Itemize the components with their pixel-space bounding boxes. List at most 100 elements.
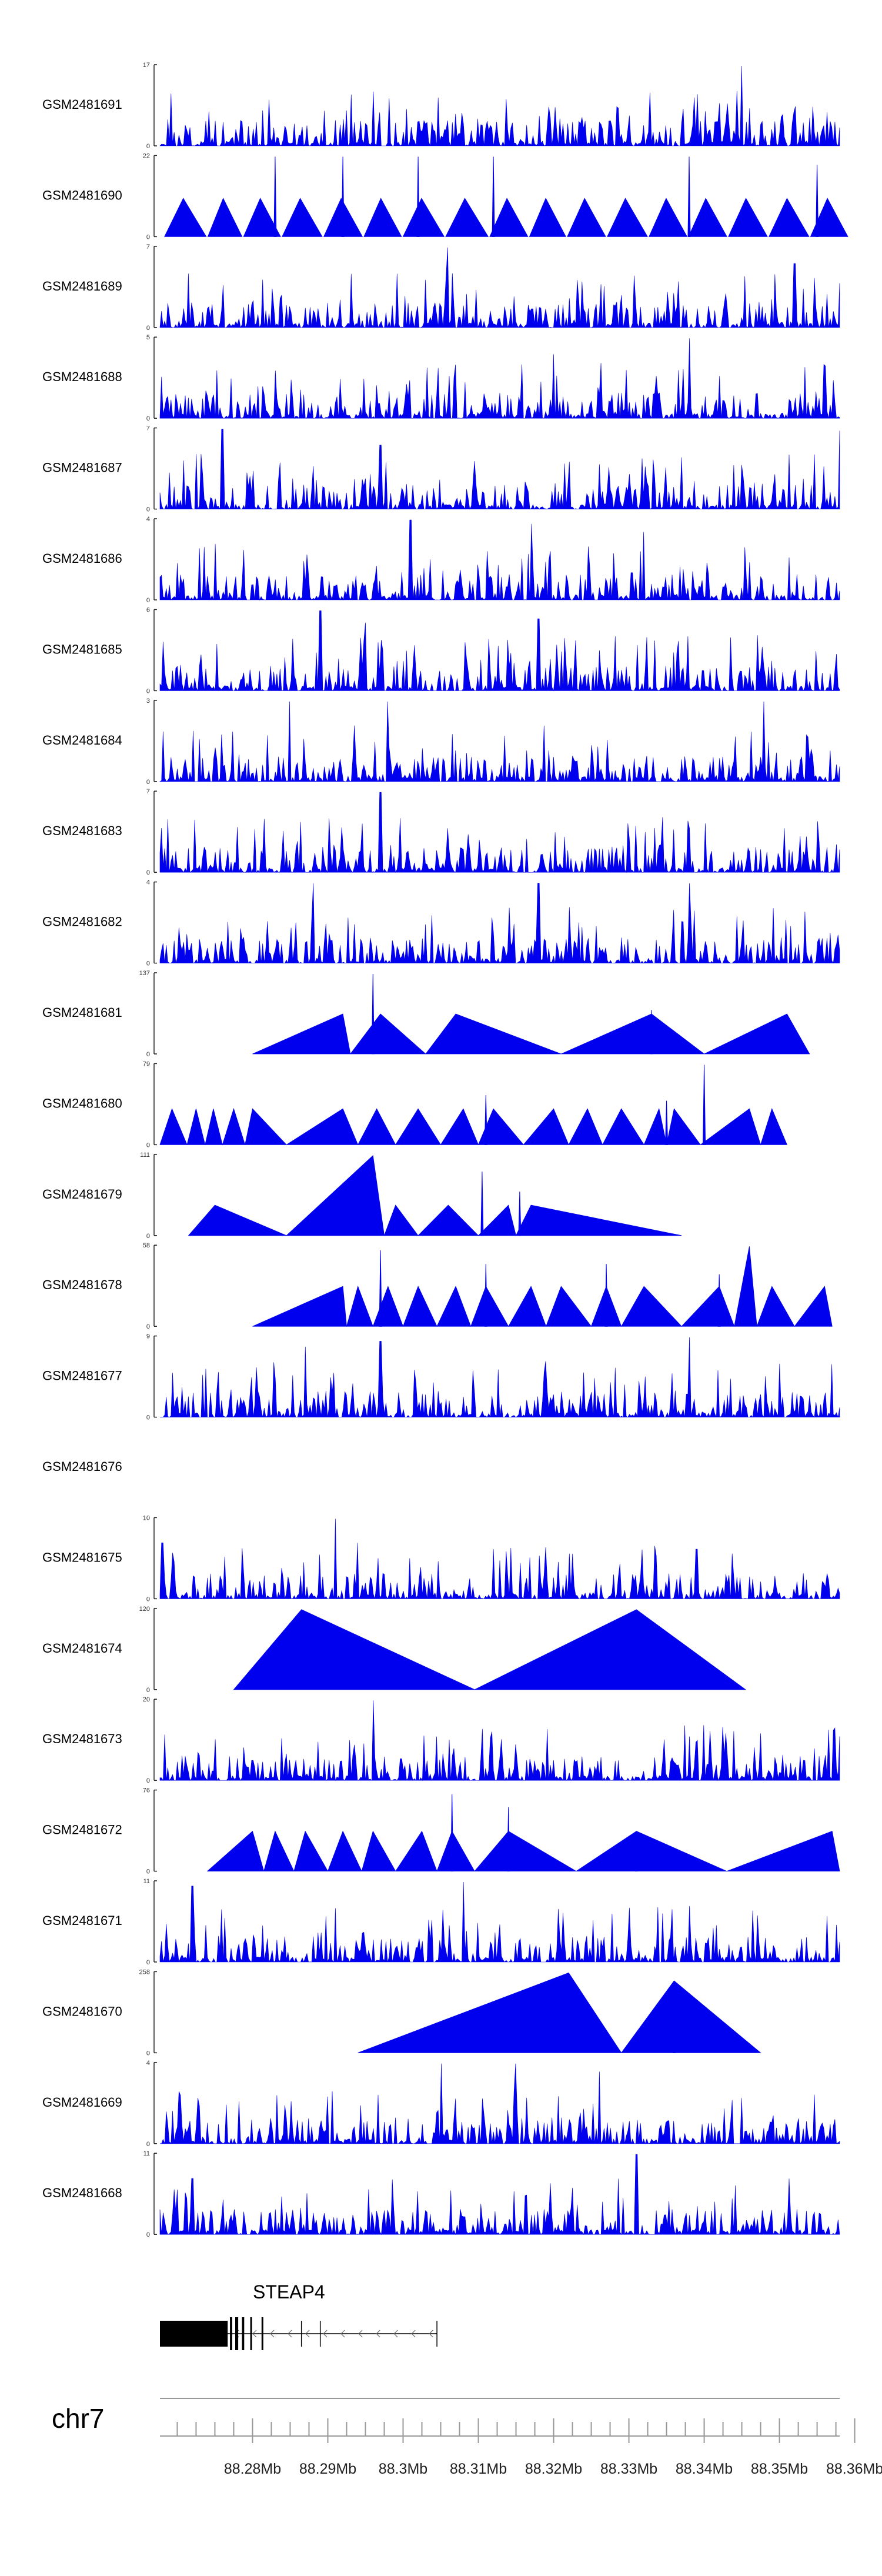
track-label: GSM2481688 [42, 369, 122, 384]
coverage-area [159, 1337, 840, 1418]
coverage-segment [561, 1013, 705, 1055]
track-GSM2481688: GSM2481688 5 0 [42, 334, 840, 422]
coverage-segment [810, 198, 848, 237]
y-max-label: 137 [139, 970, 150, 977]
coverage-segment [760, 1108, 788, 1145]
y-zero-label: 0 [146, 1596, 150, 1603]
track-GSM2481689: GSM2481689 7 0 [42, 243, 840, 332]
coverage-segment [252, 1013, 351, 1055]
coverage-spike [507, 1807, 510, 1872]
coverage-area [159, 610, 840, 692]
track-label: GSM2481674 [42, 1641, 122, 1656]
y-max-label: 4 [146, 879, 150, 886]
strand-arrow [376, 2330, 380, 2338]
y-max-label: 111 [140, 1152, 150, 1159]
coverage-segment [728, 198, 768, 237]
coverage-segment [477, 1204, 517, 1236]
coverage-segment [567, 198, 606, 237]
y-max-label: 11 [143, 2150, 150, 2157]
gene-label: STEAP4 [253, 2281, 325, 2303]
coverage-spike [484, 1264, 487, 1327]
y-max-label: 3 [146, 698, 150, 705]
coverage-segment [282, 198, 323, 237]
track-GSM2481673: GSM2481673 20 0 [42, 1696, 840, 1784]
genome-axis: chr7 88.28Mb 88.29Mb 88.3Mb 88.31Mb 88.32Mb 8… [52, 2398, 882, 2477]
track-GSM2481686: GSM2481686 4 0 [42, 516, 840, 604]
y-max-label: 79 [143, 1060, 150, 1067]
y-zero-label: 0 [146, 2141, 150, 2148]
coverage-spike [634, 1835, 638, 1872]
coverage-area [159, 883, 840, 964]
y-zero-label: 0 [146, 779, 150, 786]
strand-arrow [358, 2330, 363, 2338]
strand-arrow [305, 2330, 310, 2338]
track-label: GSM2481678 [42, 1277, 122, 1292]
coverage-segment [402, 198, 445, 237]
coverage-segment [681, 1286, 735, 1327]
coverage-spike [416, 156, 420, 237]
coverage-segment [436, 1286, 472, 1327]
coverage-spike [341, 156, 345, 237]
coverage-segment [474, 1609, 747, 1690]
y-max-label: 10 [143, 1514, 150, 1521]
coverage-spike [703, 1065, 706, 1145]
coverage-spike [687, 156, 691, 237]
strand-arrow [270, 2330, 275, 2338]
track-label: GSM2481682 [42, 915, 122, 929]
y-max-label: 258 [139, 1968, 150, 1976]
coverage-area [159, 65, 840, 147]
coverage-area [159, 338, 840, 419]
y-max-label: 9 [146, 1333, 150, 1340]
gene-exon [235, 2317, 239, 2350]
coverage-segment [756, 1286, 795, 1327]
y-max-label: 7 [146, 788, 150, 795]
y-zero-label: 0 [146, 1233, 150, 1240]
y-zero-label: 0 [146, 143, 150, 150]
x-tick-label: 88.31Mb [450, 2461, 507, 2477]
track-GSM2481679: GSM2481679 111 0 [42, 1152, 682, 1240]
track-label: GSM2481677 [42, 1369, 122, 1383]
track-GSM2481687: GSM2481687 7 0 [42, 425, 840, 513]
coverage-segment [440, 1108, 479, 1145]
y-max-label: 4 [146, 2060, 150, 2067]
y-zero-label: 0 [146, 1777, 150, 1784]
coverage-area [159, 429, 840, 510]
y-zero-label: 0 [146, 1687, 150, 1694]
coverage-spike [672, 2008, 676, 2053]
y-max-label: 20 [143, 1696, 150, 1703]
track-GSM2481677: GSM2481677 9 0 [42, 1333, 840, 1422]
coverage-segment [529, 198, 566, 237]
strand-arrow [323, 2330, 328, 2338]
track-label: GSM2481670 [42, 2004, 122, 2018]
coverage-segment [546, 1286, 592, 1327]
track-GSM2481691: GSM2481691 17 0 [42, 62, 840, 150]
coverage-segment [188, 1204, 287, 1236]
track-GSM2481684: GSM2481684 3 0 [42, 698, 840, 786]
coverage-segment [704, 1013, 810, 1055]
coverage-segment [489, 198, 529, 237]
coverage-spike [484, 1095, 487, 1145]
y-zero-label: 0 [146, 2050, 150, 2057]
coverage-segment [186, 1109, 206, 1145]
coverage-segment [649, 198, 688, 237]
coverage-area [159, 519, 840, 601]
coverage-spike [650, 1010, 653, 1055]
y-max-label: 7 [146, 425, 150, 432]
coverage-area [159, 2063, 840, 2144]
coverage-area [159, 1700, 840, 1781]
coverage-segment [243, 198, 281, 237]
y-max-label: 58 [143, 1242, 150, 1249]
gene-exon [160, 2321, 228, 2347]
coverage-segment [417, 1204, 479, 1236]
x-tick-label: 88.3Mb [379, 2461, 427, 2477]
track-label: GSM2481690 [42, 188, 122, 202]
track-label: GSM2481683 [42, 823, 122, 838]
coverage-segment [515, 1204, 682, 1236]
coverage-segment [327, 1830, 362, 1871]
coverage-segment [222, 1107, 246, 1145]
strand-arrow [393, 2330, 398, 2338]
y-max-label: 17 [143, 62, 150, 69]
coverage-area [159, 1881, 840, 1963]
track-GSM2481675: GSM2481675 10 0 [42, 1514, 840, 1603]
x-tick-label: 88.33Mb [600, 2461, 657, 2477]
